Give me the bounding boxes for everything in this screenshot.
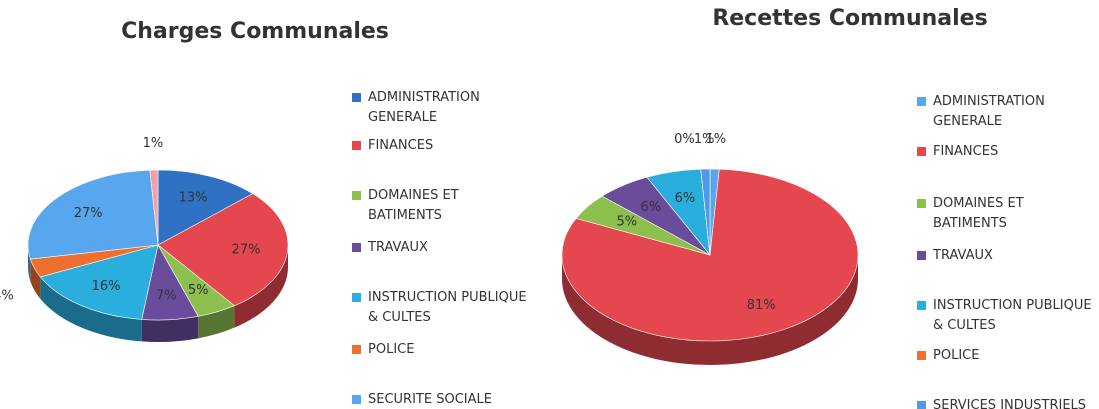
legend-swatch bbox=[917, 351, 926, 360]
legend-item: ADMINISTRATION GENERALE bbox=[917, 92, 1093, 132]
data-label: 1% bbox=[694, 132, 715, 147]
data-label: 6% bbox=[675, 191, 696, 206]
chart-title: Charges Communales bbox=[121, 19, 389, 44]
slice bbox=[39, 244, 159, 320]
data-label: 13% bbox=[179, 191, 208, 206]
slice-side bbox=[28, 245, 31, 282]
legend-swatch bbox=[352, 191, 361, 200]
data-label: 7% bbox=[156, 288, 177, 303]
legend-swatch bbox=[917, 199, 926, 208]
data-label: 81% bbox=[747, 298, 776, 313]
slice bbox=[27, 169, 159, 260]
legend-swatch bbox=[917, 147, 926, 156]
legend-swatch bbox=[352, 243, 361, 252]
legend-item: TRAVAUX bbox=[352, 238, 528, 258]
legend-item: DOMAINES ET BATIMENTS bbox=[917, 194, 1093, 234]
data-label: 27% bbox=[74, 206, 103, 221]
legend-item: POLICE bbox=[917, 346, 1093, 366]
legend-item: FINANCES bbox=[917, 142, 1093, 162]
legend-item: ADMINISTRATION GENERALE bbox=[352, 88, 528, 128]
legend-swatch bbox=[352, 395, 361, 404]
data-label: 5% bbox=[188, 283, 209, 298]
legend-swatch bbox=[352, 293, 361, 302]
legend-item: TRAVAUX bbox=[917, 246, 1093, 266]
data-label: 6% bbox=[641, 200, 662, 215]
legend-item: DOMAINES ET BATIMENTS bbox=[352, 186, 528, 226]
legend-item: SERVICES INDUSTRIELS bbox=[917, 396, 1093, 409]
data-label: 1% bbox=[705, 132, 726, 147]
data-label: 27% bbox=[232, 242, 261, 257]
chart-title: Recettes Communales bbox=[712, 6, 988, 31]
slice bbox=[149, 169, 159, 246]
legend-swatch bbox=[917, 97, 926, 106]
legend-swatch bbox=[352, 345, 361, 354]
slice bbox=[157, 193, 289, 307]
legend-item: POLICE bbox=[352, 340, 528, 360]
slice-side bbox=[141, 316, 199, 342]
legend-swatch bbox=[917, 251, 926, 260]
legend-item: FINANCES bbox=[352, 136, 528, 156]
slice-side bbox=[198, 305, 235, 339]
slice-side bbox=[562, 255, 858, 365]
legend-swatch bbox=[917, 301, 926, 310]
slice-side bbox=[234, 245, 288, 328]
data-label: 0% bbox=[674, 132, 695, 147]
legend-swatch bbox=[352, 93, 361, 102]
slice-side bbox=[30, 259, 41, 299]
data-label: 1% bbox=[143, 136, 164, 151]
slice-side bbox=[40, 276, 142, 342]
data-label: 5% bbox=[616, 215, 637, 230]
legend-item: INSTRUCTION PUBLIQUE & CULTES bbox=[352, 288, 528, 328]
legend-swatch bbox=[352, 141, 361, 150]
slice bbox=[157, 169, 254, 246]
slice bbox=[700, 168, 711, 256]
legend-item: INSTRUCTION PUBLIQUE & CULTES bbox=[917, 296, 1093, 336]
data-label: 16% bbox=[92, 279, 121, 294]
legend-item: SECURITE SOCIALE bbox=[352, 390, 528, 409]
data-label: 4% bbox=[0, 288, 14, 303]
legend-swatch bbox=[917, 401, 926, 409]
